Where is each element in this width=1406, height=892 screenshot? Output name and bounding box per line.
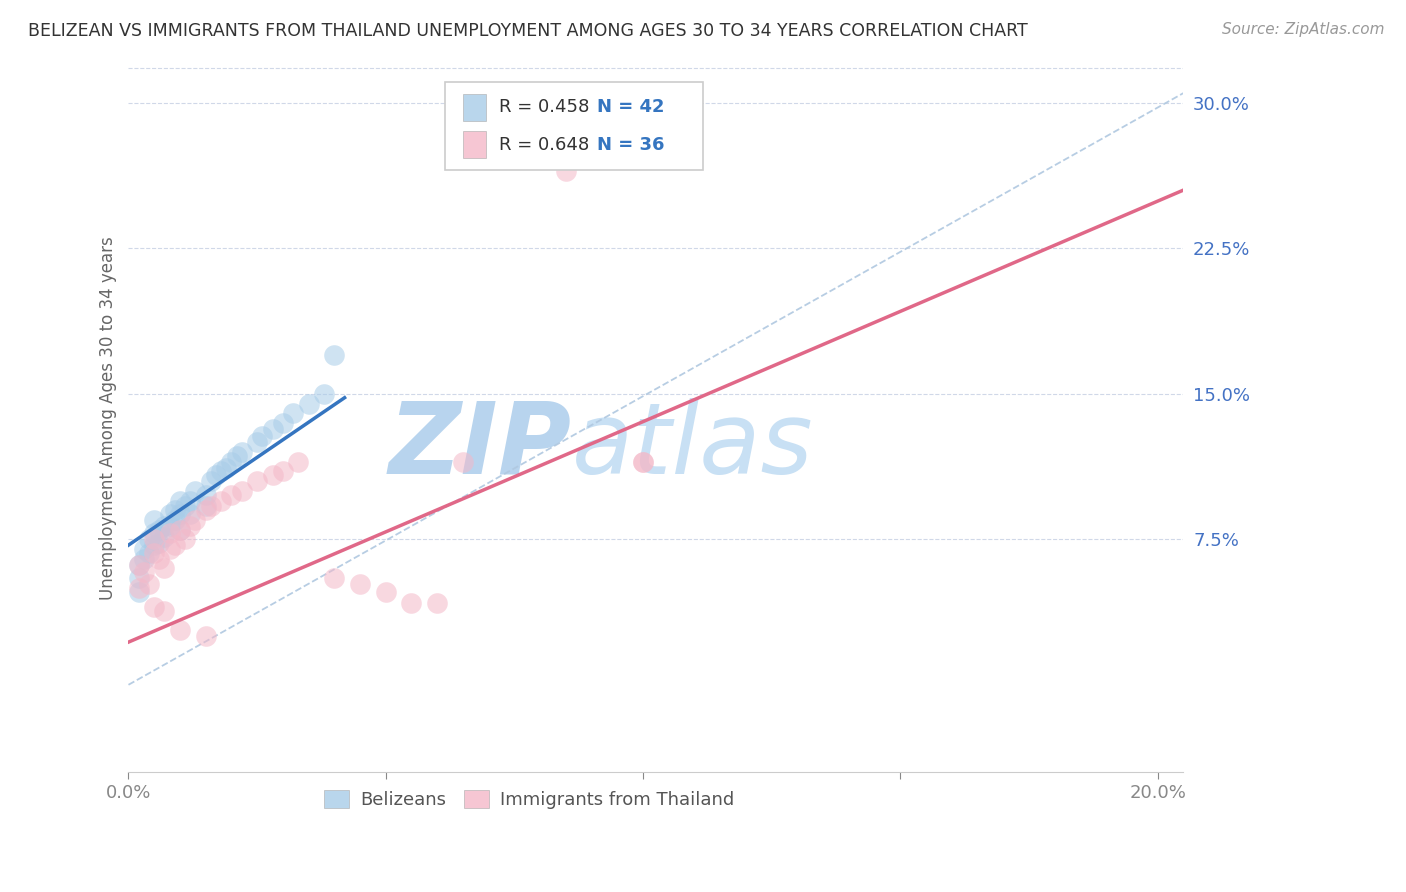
Point: [312, 387, 335, 401]
Point: [252, 429, 274, 443]
Point: [221, 488, 243, 502]
Point: [128, 558, 150, 572]
Point: [221, 455, 243, 469]
Point: [215, 460, 238, 475]
Point: [153, 604, 176, 618]
Text: N = 42: N = 42: [596, 98, 664, 116]
Point: [271, 464, 294, 478]
Text: BELIZEAN VS IMMIGRANTS FROM THAILAND UNEMPLOYMENT AMONG AGES 30 TO 34 YEARS CORR: BELIZEAN VS IMMIGRANTS FROM THAILAND UNE…: [28, 22, 1028, 40]
Point: [143, 546, 166, 560]
Point: [426, 596, 449, 610]
Point: [200, 474, 222, 488]
Point: [169, 493, 191, 508]
Point: [148, 536, 170, 550]
Point: [169, 523, 191, 537]
Point: [159, 518, 181, 533]
Point: [246, 474, 269, 488]
Point: [554, 163, 576, 178]
Point: [323, 348, 346, 362]
FancyBboxPatch shape: [463, 94, 486, 120]
Point: [169, 507, 191, 521]
Point: [231, 483, 253, 498]
Point: [174, 500, 197, 514]
Point: [209, 464, 232, 478]
Text: R = 0.648: R = 0.648: [499, 136, 589, 153]
Point: [281, 406, 304, 420]
Point: [163, 538, 186, 552]
Point: [194, 629, 217, 643]
Text: atlas: atlas: [571, 398, 813, 495]
Point: [246, 435, 269, 450]
Point: [138, 577, 160, 591]
Text: R = 0.458: R = 0.458: [499, 98, 589, 116]
Point: [148, 523, 170, 537]
Text: Source: ZipAtlas.com: Source: ZipAtlas.com: [1222, 22, 1385, 37]
Point: [132, 541, 155, 556]
Point: [159, 541, 181, 556]
Point: [194, 500, 217, 514]
Legend: Belizeans, Immigrants from Thailand: Belizeans, Immigrants from Thailand: [316, 782, 742, 816]
Point: [128, 584, 150, 599]
Point: [128, 558, 150, 572]
Point: [169, 624, 191, 638]
Point: [231, 445, 253, 459]
Point: [143, 533, 166, 547]
Point: [138, 533, 160, 547]
Point: [153, 530, 176, 544]
Point: [631, 455, 654, 469]
Point: [143, 526, 166, 541]
FancyBboxPatch shape: [463, 131, 486, 158]
Point: [179, 507, 201, 521]
Point: [179, 493, 201, 508]
Point: [287, 455, 309, 469]
Point: [132, 551, 155, 566]
Point: [271, 416, 294, 430]
Point: [194, 488, 217, 502]
Text: N = 36: N = 36: [596, 136, 664, 153]
Point: [128, 571, 150, 585]
Point: [179, 518, 201, 533]
Point: [148, 551, 170, 566]
Point: [184, 483, 207, 498]
Point: [174, 533, 197, 547]
Point: [143, 513, 166, 527]
Point: [159, 526, 181, 541]
Point: [138, 546, 160, 560]
Point: [205, 468, 228, 483]
Point: [209, 493, 232, 508]
Point: [143, 600, 166, 615]
Point: [297, 396, 319, 410]
Point: [225, 449, 247, 463]
Point: [194, 503, 217, 517]
Point: [200, 500, 222, 514]
Point: [374, 584, 396, 599]
Point: [159, 507, 181, 521]
Point: [184, 513, 207, 527]
Point: [262, 468, 284, 483]
Point: [143, 538, 166, 552]
Point: [128, 581, 150, 595]
Point: [631, 455, 654, 469]
Point: [153, 518, 176, 533]
Y-axis label: Unemployment Among Ages 30 to 34 years: Unemployment Among Ages 30 to 34 years: [100, 236, 117, 600]
Point: [153, 561, 176, 575]
Point: [401, 596, 423, 610]
Point: [349, 577, 371, 591]
Text: ZIP: ZIP: [388, 398, 571, 495]
Point: [323, 571, 346, 585]
Point: [451, 455, 474, 469]
FancyBboxPatch shape: [444, 82, 703, 170]
Point: [262, 422, 284, 436]
Point: [163, 513, 186, 527]
Point: [132, 566, 155, 580]
Point: [163, 503, 186, 517]
Point: [169, 523, 191, 537]
